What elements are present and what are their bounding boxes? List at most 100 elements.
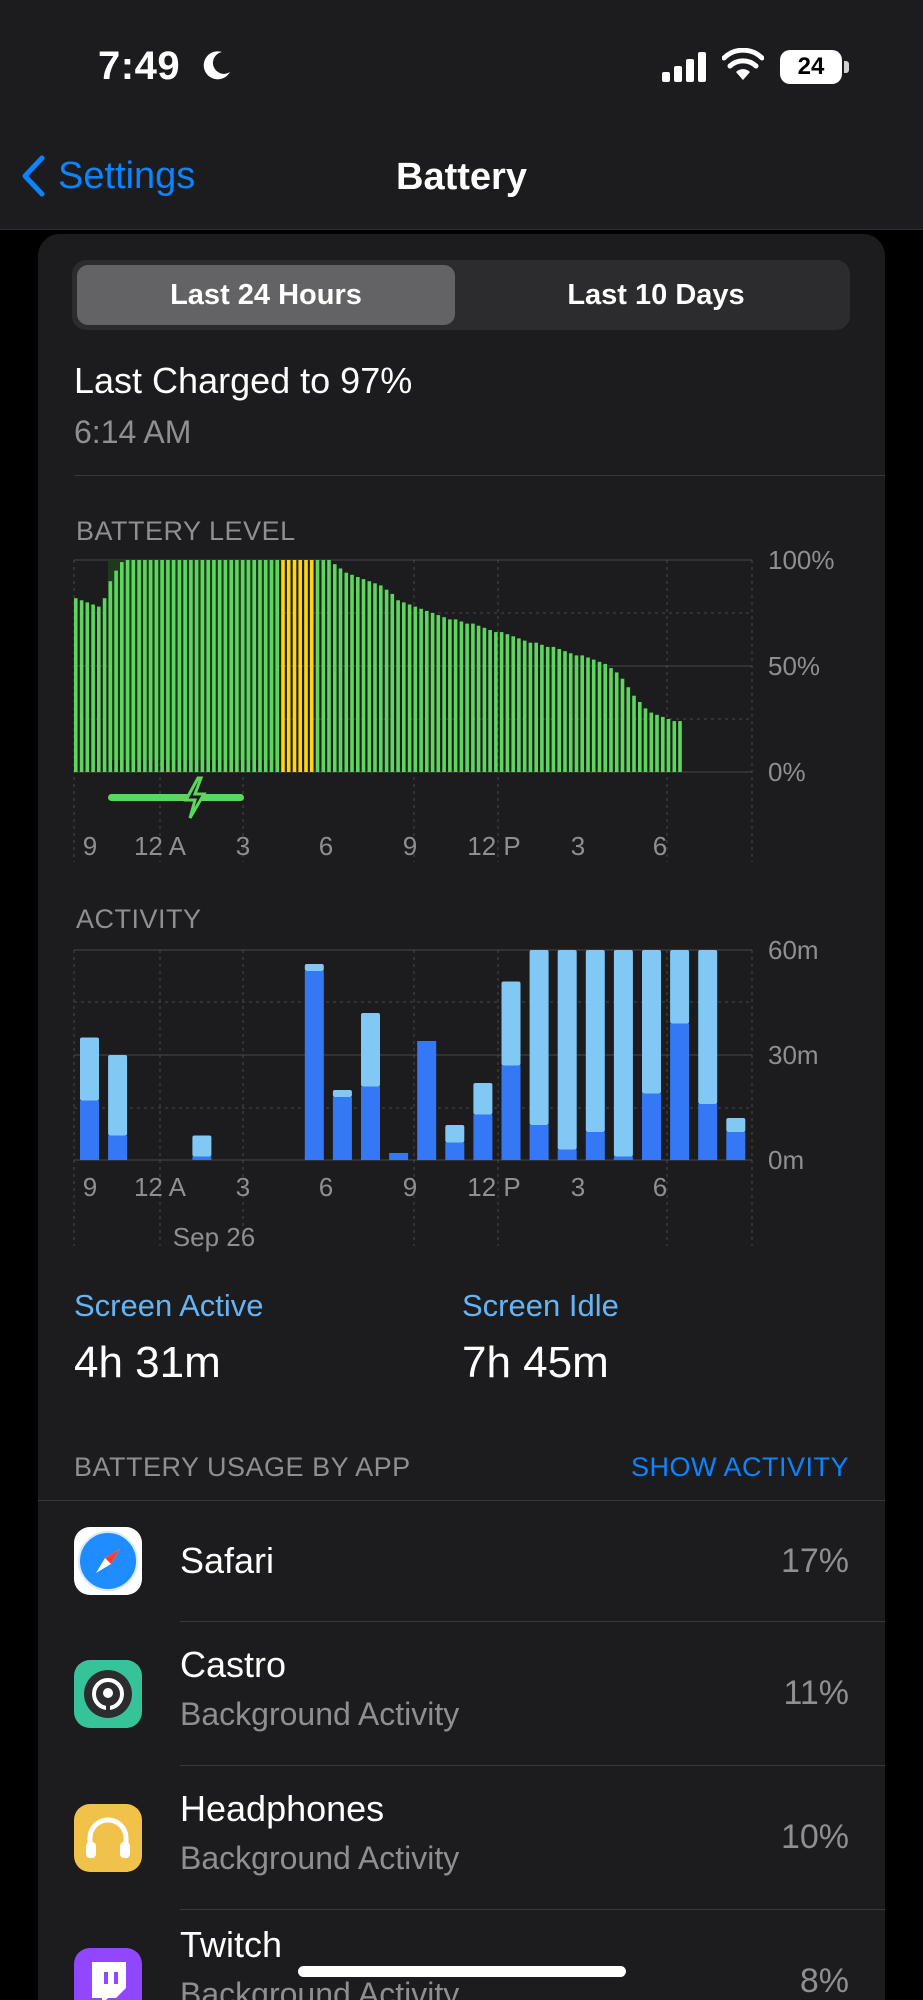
battery-indicator: 24 [780,50,842,84]
app-row-castro[interactable]: Castro Background Activity 11% [38,1622,885,1766]
activity-bar-active [108,1135,128,1160]
app-row-safari[interactable]: Safari 17% [38,1500,885,1622]
battery-bar [309,560,314,772]
battery-bar [390,593,395,772]
battery-bar [137,560,141,772]
tab-last-24-hours[interactable]: Last 24 Hours [77,265,455,325]
date-label: Sep 26 [173,1222,255,1252]
tab-last-10-days[interactable]: Last 10 Days [567,279,745,311]
battery-bar [459,621,464,772]
battery-bar [361,579,366,772]
battery-bar [79,600,84,772]
y-tick-label: 30m [768,1040,819,1070]
battery-bar [281,560,285,772]
moon-icon [203,51,230,80]
app-row-twitch[interactable]: Twitch Background Activity 8% [38,1910,885,2000]
activity-bar-active [613,1156,633,1160]
back-button[interactable]: Settings [20,154,195,198]
activity-bar-idle [557,950,577,1150]
battery-tip [844,61,849,73]
activity-bar-active [332,1097,352,1160]
x-tick-label: 9 [83,831,97,861]
x-tick-label: 12 A [134,831,187,861]
battery-bar [471,623,475,772]
cellular-signal-icon [662,52,706,82]
battery-bar [638,702,642,772]
battery-bar [177,560,182,772]
battery-bar [655,714,659,772]
battery-bar [574,655,579,772]
battery-bar [154,560,159,772]
x-tick-label: 6 [653,1172,667,1202]
battery-bar [189,560,193,772]
time-range-segmented-control: Last 24 Hours Last 10 Days [72,260,850,330]
battery-bar [448,619,452,772]
headphones-icon [74,1804,142,1872]
app-subtitle: Background Activity [180,1976,460,2000]
status-time: 7:49 [98,44,181,88]
battery-bar [229,560,233,772]
battery-bar [275,560,279,772]
screen-active-label: Screen Active [74,1288,264,1323]
battery-bar [672,721,677,772]
x-tick-label: 3 [236,831,250,861]
x-tick-label: 9 [403,831,417,861]
activity-bar-idle [698,950,718,1104]
battery-bar [413,606,418,772]
activity-bar-active [585,1132,605,1160]
activity-bar-idle [80,1037,99,1101]
x-tick-label: 3 [571,1172,585,1202]
battery-bar [603,663,607,772]
app-percent: 17% [780,1542,849,1580]
battery-bar [430,613,435,772]
activity-bar-idle [642,950,661,1094]
battery-bar [269,560,274,772]
app-name: Twitch [180,1924,283,1965]
battery-bar [298,560,302,772]
activity-bar-idle [445,1125,465,1143]
battery-bar [465,623,469,772]
activity-bar-idle [108,1055,128,1136]
divider [180,1621,885,1622]
battery-card: Last 24 Hours Last 10 Days Last Charged … [38,234,885,2000]
app-row-headphones[interactable]: Headphones Background Activity 10% [38,1766,885,1910]
battery-bar [568,653,573,772]
battery-bar [263,560,268,772]
battery-bar [321,560,326,772]
activity-bar-active [417,1041,437,1160]
screen-idle-label: Screen Idle [462,1288,619,1323]
battery-bar [614,672,619,772]
battery-level-chart[interactable]: 100% 50% 0% 9 12 A 3 6 9 12 P 3 6 [38,234,885,874]
app-percent: 11% [783,1674,849,1712]
activity-bar-active [670,1023,690,1160]
battery-bar [373,583,377,772]
activity-bar-idle [361,1013,380,1087]
chevron-left-icon [22,155,45,197]
app-name: Headphones [180,1788,385,1829]
activity-label: ACTIVITY [76,904,202,934]
show-activity-button[interactable]: SHOW ACTIVITY [630,1452,849,1482]
battery-bar [235,560,239,772]
lightning-icon [183,776,207,819]
twitch-icon [74,1948,142,2000]
battery-bar [666,719,671,772]
battery-bar [108,581,113,772]
y-tick-label: 50% [768,651,820,681]
battery-bar [166,560,170,772]
activity-bar-active [445,1142,465,1160]
battery-bar [292,560,297,772]
battery-bar [591,659,596,772]
castro-icon [74,1660,142,1728]
activity-bar-active [529,1125,549,1160]
battery-bar [511,636,515,772]
battery-bar [120,562,124,772]
battery-bar [350,574,354,772]
battery-bar [304,560,308,772]
battery-level-label: BATTERY LEVEL [76,516,296,546]
battery-bar [246,560,251,772]
x-tick-label: 12 P [467,1172,521,1202]
divider [38,1500,885,1501]
app-percent: 10% [780,1818,849,1856]
x-tick-label: 9 [403,1172,417,1202]
app-subtitle: Background Activity [180,1696,460,1732]
